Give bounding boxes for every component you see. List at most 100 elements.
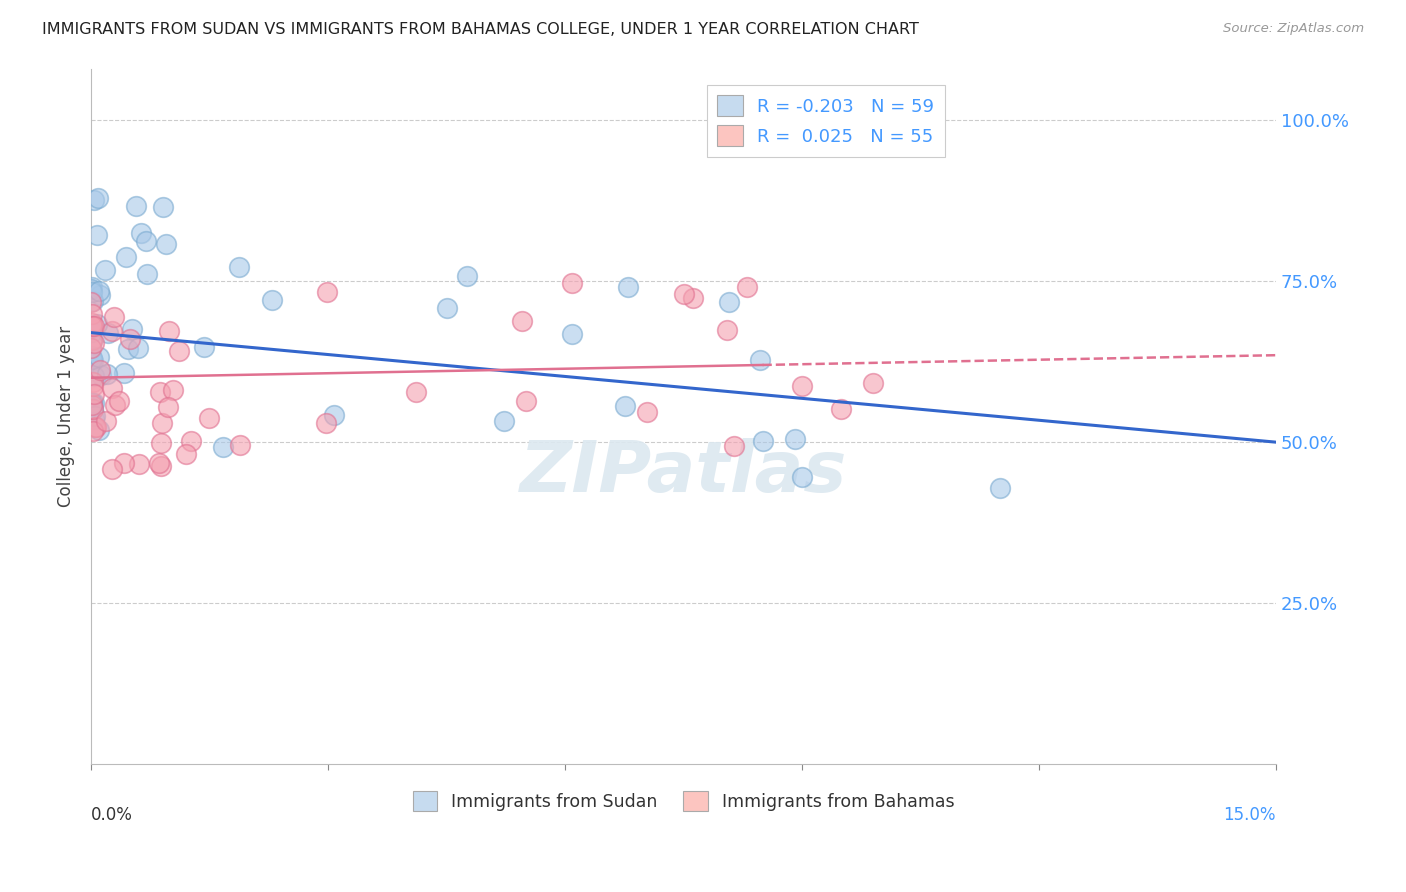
Point [82, 285, 104, 299]
Point [103, 398, 125, 412]
Point [136, 267, 159, 281]
Point [672, 286, 695, 301]
Point [156, 400, 179, 414]
Point [180, 434, 202, 449]
Point [830, 402, 852, 417]
Point [87, 285, 110, 299]
Point [80, 295, 103, 310]
Point [682, 291, 704, 305]
Point [129, 226, 152, 240]
Point [751, 434, 773, 448]
Point [212, 440, 235, 454]
Point [83, 387, 105, 401]
Point [80, 316, 103, 330]
Point [80, 325, 103, 339]
Point [80, 321, 103, 335]
Point [112, 367, 135, 381]
Point [790, 470, 813, 484]
Point [94, 263, 117, 277]
Point [89, 363, 111, 377]
Point [82, 378, 104, 392]
Y-axis label: College, Under 1 year: College, Under 1 year [58, 326, 75, 507]
Point [636, 404, 658, 418]
Point [150, 458, 173, 473]
Point [155, 236, 177, 251]
Point [90, 368, 112, 383]
Point [315, 417, 337, 431]
Point [152, 200, 174, 214]
Point [84, 419, 107, 434]
Point [86, 227, 108, 242]
Point [83, 193, 105, 207]
Point [456, 269, 478, 284]
Point [862, 376, 884, 391]
Point [80, 342, 103, 356]
Point [613, 399, 636, 413]
Point [561, 327, 583, 342]
Point [80, 349, 103, 363]
Point [988, 482, 1011, 496]
Point [128, 458, 150, 472]
Point [87, 423, 110, 437]
Point [82, 294, 104, 309]
Point [83, 318, 105, 333]
Point [716, 323, 738, 337]
Point [97, 326, 120, 340]
Point [80, 395, 103, 409]
Point [560, 276, 582, 290]
Point [82, 424, 104, 438]
Text: Source: ZipAtlas.com: Source: ZipAtlas.com [1223, 22, 1364, 36]
Point [103, 310, 125, 324]
Legend: Immigrants from Sudan, Immigrants from Bahamas: Immigrants from Sudan, Immigrants from B… [406, 784, 962, 818]
Point [117, 342, 139, 356]
Point [101, 324, 124, 338]
Point [101, 462, 124, 476]
Point [87, 350, 110, 364]
Point [494, 413, 516, 427]
Point [96, 367, 118, 381]
Point [405, 384, 427, 399]
Point [127, 341, 149, 355]
Point [735, 280, 758, 294]
Point [316, 285, 339, 300]
Point [617, 280, 640, 294]
Point [82, 402, 104, 417]
Point [80, 401, 103, 415]
Point [262, 293, 284, 307]
Point [80, 282, 103, 296]
Point [112, 456, 135, 470]
Point [82, 375, 104, 389]
Point [83, 336, 105, 351]
Point [228, 260, 250, 274]
Point [80, 352, 103, 367]
Point [82, 398, 104, 412]
Point [80, 279, 103, 293]
Point [80, 396, 103, 410]
Text: IMMIGRANTS FROM SUDAN VS IMMIGRANTS FROM BAHAMAS COLLEGE, UNDER 1 YEAR CORRELATI: IMMIGRANTS FROM SUDAN VS IMMIGRANTS FROM… [42, 22, 920, 37]
Point [229, 438, 252, 452]
Point [148, 456, 170, 470]
Point [749, 352, 772, 367]
Point [86, 191, 108, 205]
Point [82, 354, 104, 368]
Point [83, 412, 105, 426]
Point [157, 324, 180, 338]
Point [783, 433, 806, 447]
Point [83, 396, 105, 410]
Point [115, 250, 138, 264]
Point [723, 439, 745, 453]
Point [436, 301, 458, 316]
Point [82, 402, 104, 417]
Point [323, 408, 346, 422]
Point [125, 199, 148, 213]
Point [193, 340, 215, 354]
Point [149, 435, 172, 450]
Point [101, 381, 124, 395]
Point [167, 343, 190, 358]
Point [82, 351, 104, 365]
Point [84, 409, 107, 424]
Point [150, 416, 173, 430]
Text: 0.0%: 0.0% [91, 806, 134, 824]
Point [83, 420, 105, 434]
Text: ZIPatlas: ZIPatlas [520, 438, 848, 507]
